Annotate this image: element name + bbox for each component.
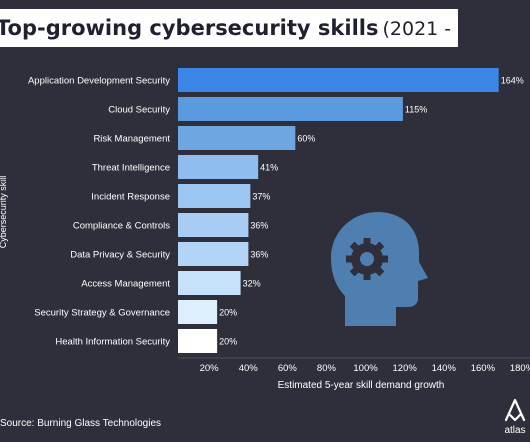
bar-10 — [178, 329, 218, 353]
chart-title-banner: Top-growing cybersecurity skills (2021 - … — [0, 9, 458, 47]
x-tick-label: 80% — [317, 363, 337, 374]
value-label: 20% — [219, 308, 237, 318]
category-label: Cloud Security — [108, 105, 170, 116]
source-note: Source: Burning Glass Technologies — [0, 418, 162, 429]
bar-4 — [178, 155, 259, 179]
value-label: 115% — [405, 105, 427, 115]
bar-6 — [178, 213, 249, 237]
value-label: 32% — [243, 279, 261, 289]
category-label: Incident Response — [91, 192, 170, 203]
y-axis-label: Cybersecurity skill — [0, 176, 8, 249]
category-label: Health Information Security — [55, 337, 170, 348]
bar-2 — [178, 97, 403, 121]
value-label: 60% — [297, 134, 315, 144]
category-label: Access Management — [81, 279, 170, 290]
chart-title: Top-growing cybersecurity skills — [0, 16, 379, 40]
value-label: 36% — [250, 221, 268, 231]
category-label: Application Development Security — [28, 76, 170, 87]
bar-1 — [178, 68, 499, 92]
chart-subtitle: (2021 - 2025) — [382, 18, 458, 40]
x-tick-label: 40% — [239, 363, 259, 374]
bar-7 — [178, 242, 249, 266]
value-label: 41% — [260, 163, 278, 173]
x-tick-label: 160% — [471, 363, 496, 374]
x-tick-label: 100% — [353, 363, 378, 374]
head-gear-icon — [331, 212, 428, 326]
category-label: Risk Management — [93, 134, 170, 145]
category-label: Threat Intelligence — [92, 163, 170, 174]
category-label: Security Strategy & Governance — [34, 308, 170, 319]
category-label: Data Privacy & Security — [70, 250, 170, 261]
x-tick-label: 60% — [278, 363, 298, 374]
brand-name: atlas — [504, 425, 525, 436]
value-label: 20% — [219, 337, 237, 347]
bar-3 — [178, 126, 296, 150]
bar-5 — [178, 184, 251, 208]
value-label: 37% — [252, 192, 270, 202]
bar-9 — [178, 300, 218, 324]
value-label: 36% — [250, 250, 268, 260]
x-tick-label: 120% — [393, 363, 418, 374]
atlas-logo-icon: atlas — [504, 398, 526, 436]
x-tick-label: 140% — [432, 363, 457, 374]
bar-8 — [178, 271, 241, 295]
value-label: 164% — [501, 76, 524, 86]
x-axis-label: Estimated 5-year skill demand growth — [278, 380, 445, 391]
category-label: Compliance & Controls — [73, 221, 170, 232]
x-tick-label: 20% — [200, 363, 220, 374]
x-tick-label: 180% — [510, 363, 530, 374]
